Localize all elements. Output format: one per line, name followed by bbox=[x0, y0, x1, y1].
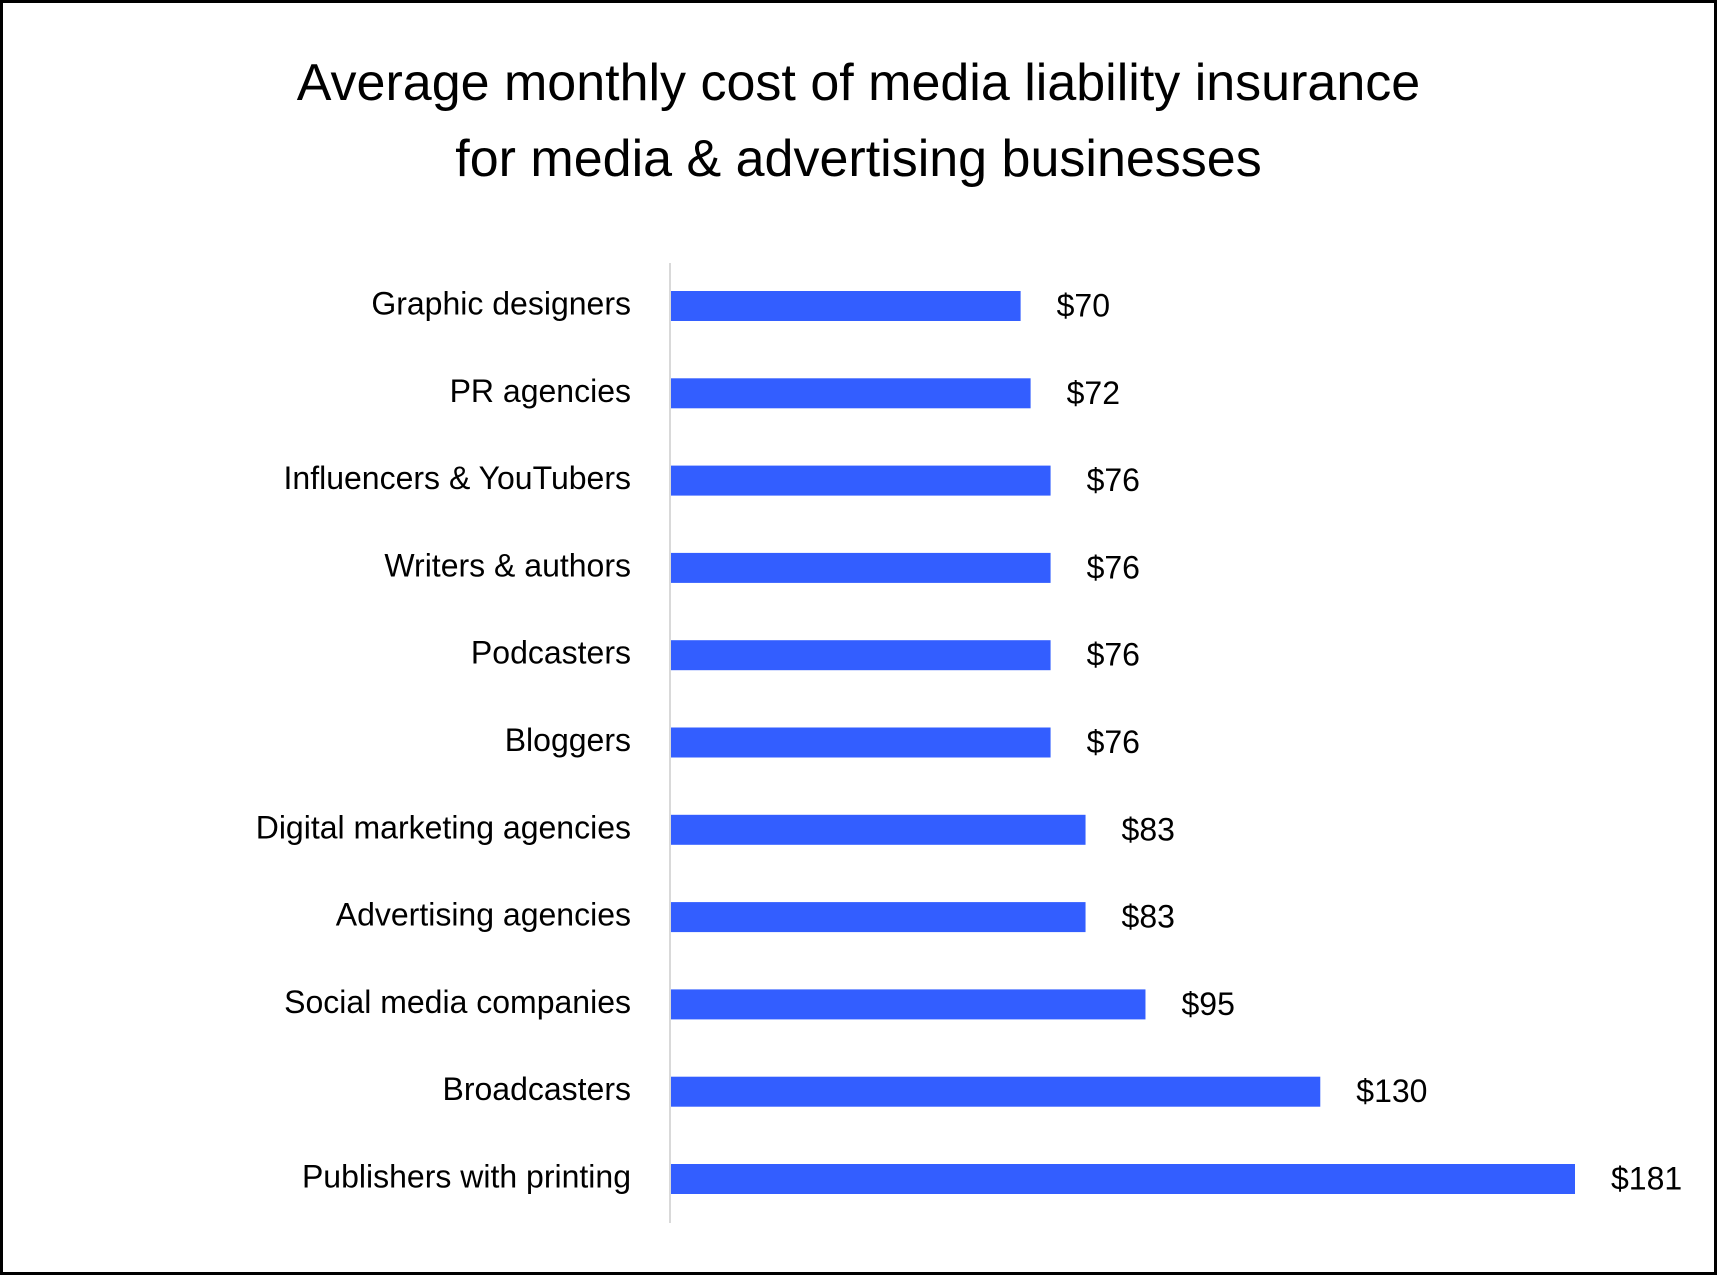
category-label: Graphic designers bbox=[371, 285, 631, 321]
chart-title-line-2: for media & advertising businesses bbox=[455, 130, 1262, 188]
chart-title-line-1: Average monthly cost of media liability … bbox=[296, 54, 1421, 112]
bar bbox=[671, 378, 1031, 409]
bar bbox=[671, 291, 1021, 321]
data-label: $83 bbox=[1122, 899, 1175, 935]
category-label: PR agencies bbox=[450, 373, 631, 409]
category-label: Bloggers bbox=[505, 722, 631, 758]
category-label: Writers & authors bbox=[384, 547, 631, 583]
data-label: $130 bbox=[1356, 1073, 1427, 1109]
data-label: $72 bbox=[1067, 375, 1120, 411]
bar bbox=[671, 552, 1051, 583]
bar bbox=[671, 902, 1086, 933]
bar bbox=[671, 814, 1086, 845]
data-label: $76 bbox=[1087, 637, 1140, 673]
data-label: $95 bbox=[1181, 986, 1234, 1022]
category-label: Publishers with printing bbox=[302, 1158, 631, 1194]
data-label: $70 bbox=[1057, 287, 1110, 323]
bar bbox=[671, 640, 1051, 671]
data-label: $76 bbox=[1087, 549, 1140, 585]
data-label: $76 bbox=[1087, 724, 1140, 760]
bar bbox=[671, 1164, 1575, 1194]
bar bbox=[671, 465, 1051, 496]
data-label: $76 bbox=[1087, 462, 1140, 498]
chart-title: Average monthly cost of media liability … bbox=[3, 45, 1714, 197]
category-label: Podcasters bbox=[471, 635, 631, 671]
category-label: Social media companies bbox=[284, 984, 631, 1020]
bar bbox=[671, 727, 1051, 758]
category-label: Influencers & YouTubers bbox=[284, 460, 631, 496]
category-label: Digital marketing agencies bbox=[256, 809, 631, 845]
data-label: $83 bbox=[1122, 811, 1175, 847]
category-label: Broadcasters bbox=[442, 1071, 631, 1107]
bar-chart-plot: Graphic designers $70 PR agencies $72 Influe… bbox=[256, 263, 1682, 1223]
bar bbox=[671, 989, 1146, 1020]
bar bbox=[671, 1076, 1321, 1107]
data-label: $181 bbox=[1611, 1160, 1682, 1196]
category-label: Advertising agencies bbox=[336, 897, 631, 933]
